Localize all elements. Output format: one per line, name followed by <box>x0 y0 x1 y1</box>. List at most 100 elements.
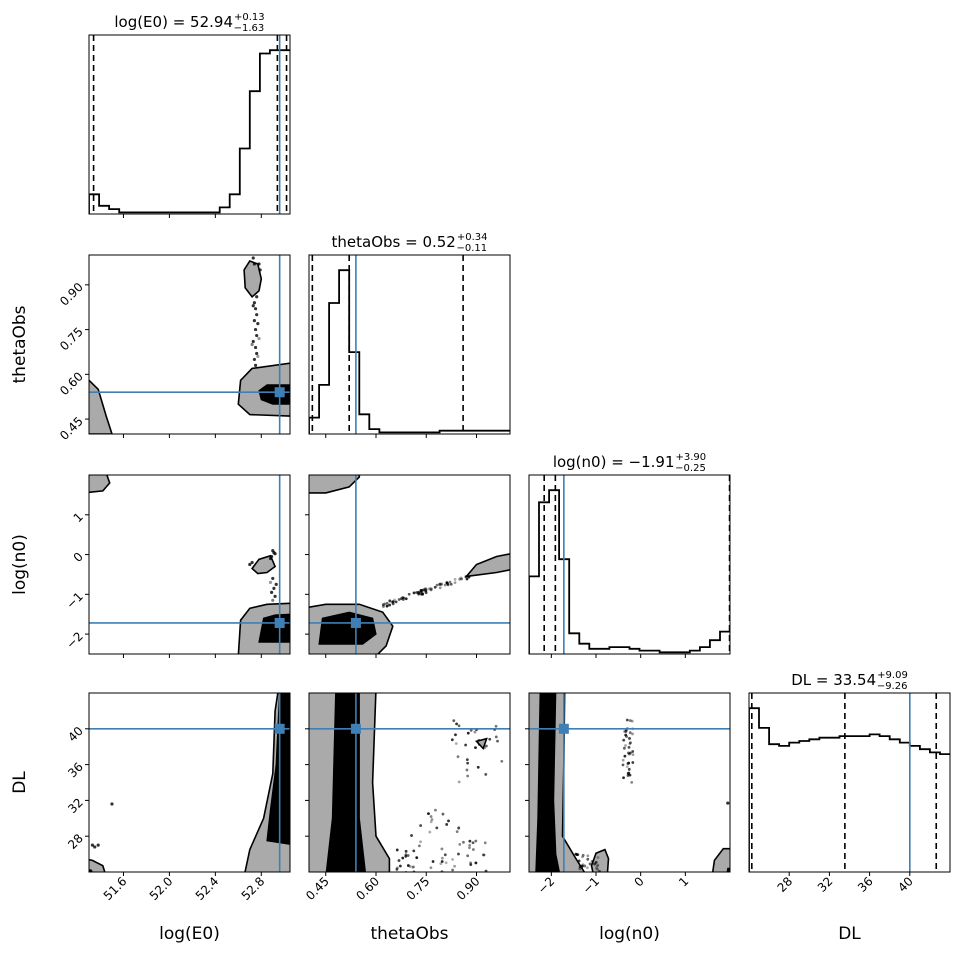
title-upper-error: +0.13 <box>234 12 265 23</box>
sample-dot <box>474 746 477 750</box>
contour-outer <box>243 260 263 298</box>
y-tick-label: 0 <box>71 550 86 565</box>
sample-dot <box>458 842 462 846</box>
sample-dot <box>268 580 273 585</box>
sample-dot <box>250 560 254 565</box>
panel-DL-vs-DL: DL = 33.54+9.09 −9.26 28 32 36 40 <box>748 670 951 895</box>
sample-dot <box>429 815 433 818</box>
sample-dot <box>466 854 470 858</box>
sample-dot <box>419 589 423 592</box>
sample-dot <box>598 869 601 872</box>
axis-frame <box>88 692 291 873</box>
sample-dot <box>256 354 260 359</box>
sample-dot <box>260 548 263 551</box>
panel-DL-vs-logE0: 51.6 52.0 52.4 52.8 28 32 36 40 <box>65 692 291 903</box>
title-upper-error: +9.09 <box>877 670 908 681</box>
title-value: log(E0) = 52.94 <box>114 13 233 31</box>
sample-dot <box>465 768 469 772</box>
sample-dot <box>622 746 626 750</box>
sample-dot <box>412 865 415 869</box>
x-tick-label: 1 <box>676 874 691 889</box>
sample-dot <box>395 867 399 871</box>
sample-dot <box>488 737 492 741</box>
sample-dot <box>259 554 262 557</box>
sample-dot <box>446 583 450 587</box>
sample-dot <box>412 873 415 876</box>
sample-dot <box>456 755 460 759</box>
sample-dot <box>467 872 470 875</box>
sample-dot <box>434 808 437 812</box>
sample-dot <box>251 555 254 558</box>
sample-dot <box>253 555 256 558</box>
truth-marker <box>274 723 285 734</box>
y-axis-label: DL <box>10 771 30 794</box>
sample-dot <box>254 549 257 552</box>
panel-content <box>89 35 290 214</box>
sample-dot <box>404 853 408 857</box>
sample-dot <box>393 598 397 602</box>
y-tick-label: −2 <box>64 629 86 651</box>
contour-outer <box>590 848 610 872</box>
axis-frame <box>308 692 511 873</box>
sample-dot <box>468 839 472 843</box>
truth-marker <box>350 723 361 734</box>
sample-dot <box>438 586 442 590</box>
sample-dot <box>625 735 629 738</box>
sample-dot <box>250 555 253 558</box>
sample-dot <box>494 724 498 728</box>
x-tick-label: 0 <box>631 874 646 889</box>
title-value: DL = 33.54 <box>791 671 876 689</box>
sample-dot <box>260 548 263 551</box>
axis-frame <box>88 474 291 655</box>
sample-dot <box>251 550 254 553</box>
sample-dot <box>625 718 629 722</box>
sample-dot <box>468 846 471 850</box>
sample-dot <box>596 867 599 871</box>
sample-dot <box>427 587 431 591</box>
sample-dot <box>596 863 600 867</box>
sample-dot <box>382 605 385 608</box>
sample-dot <box>257 553 260 556</box>
sample-dot <box>388 599 392 603</box>
sample-dot <box>482 853 485 857</box>
sample-dot <box>419 592 423 596</box>
x-tick-label: 28 <box>775 874 796 895</box>
sample-dot <box>249 548 252 551</box>
sample-dot <box>443 853 447 857</box>
x-tick-label: 51.6 <box>101 874 130 903</box>
sample-dot <box>401 596 405 600</box>
sample-dot <box>483 841 487 845</box>
contour-inner <box>266 693 290 845</box>
sample-dot <box>254 551 257 554</box>
sample-dot <box>256 556 259 559</box>
sample-dot <box>253 551 256 554</box>
sample-dot <box>271 576 275 581</box>
panel-logE0-vs-logE0: log(E0) = 52.94+0.13 −1.63 <box>88 12 291 218</box>
sample-dot <box>586 866 589 870</box>
sample-dot <box>596 856 600 859</box>
sample-dot <box>447 819 450 823</box>
title-value: log(n0) = −1.91 <box>553 453 675 471</box>
sample-dot <box>395 848 399 852</box>
x-tick-label: 0.60 <box>353 874 382 903</box>
sample-dot <box>258 548 261 551</box>
sample-dot <box>251 304 255 308</box>
x-tick-label: 0.45 <box>303 874 332 903</box>
y-tick-label: 0.45 <box>57 414 86 443</box>
sample-dot <box>467 575 471 579</box>
sample-dot <box>581 855 584 859</box>
sample-dot <box>593 862 597 866</box>
sample-dot <box>627 745 631 749</box>
sample-dot <box>412 591 416 595</box>
sample-dot <box>251 552 254 555</box>
sample-dot <box>268 556 273 561</box>
sample-dot <box>249 550 252 553</box>
panel-title: thetaObs = 0.52+0.34 −0.11 <box>332 232 488 254</box>
sample-dot <box>625 765 629 769</box>
sample-dot <box>419 824 423 827</box>
sample-dot <box>256 552 259 555</box>
sample-dot <box>397 598 401 601</box>
truth-marker <box>350 617 361 628</box>
sample-dot <box>252 549 255 552</box>
sample-dot <box>408 865 412 868</box>
